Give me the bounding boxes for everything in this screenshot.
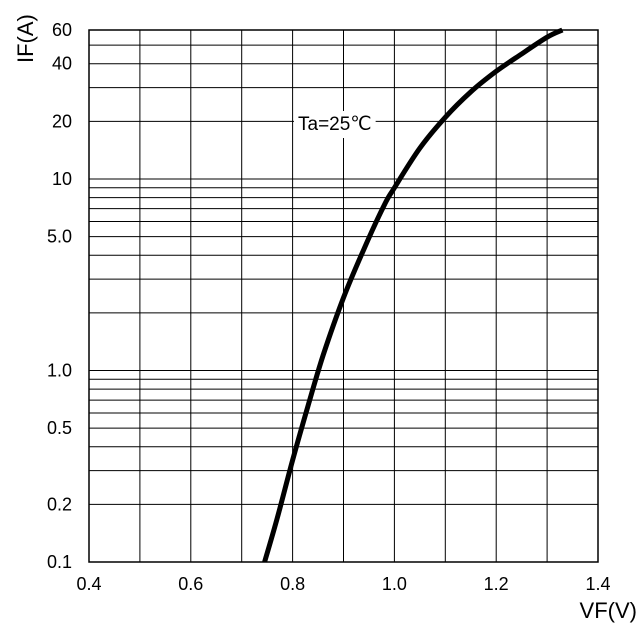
x-axis-label: VF(V) xyxy=(580,598,637,623)
x-tick-label: 1.4 xyxy=(585,574,610,594)
x-tick-label: 0.8 xyxy=(280,574,305,594)
plot-frame xyxy=(88,29,599,563)
x-tick-label: 0.6 xyxy=(178,574,203,594)
annotation-background xyxy=(294,111,376,138)
y-tick-label: 0.2 xyxy=(47,494,72,514)
x-tick-labels: 0.4 0.6 0.8 1.0 1.2 1.4 xyxy=(76,574,610,594)
series-layer xyxy=(262,27,564,563)
y-tick-label: 0.1 xyxy=(47,552,72,572)
y-tick-labels: 0.1 0.2 0.5 1.0 5.0 10 20 40 60 xyxy=(47,20,72,572)
temperature-annotation: Ta=25℃ xyxy=(298,114,372,135)
y-tick-label: 0.5 xyxy=(47,418,72,438)
y-tick-label: 20 xyxy=(52,111,72,131)
y-tick-label: 5.0 xyxy=(47,227,72,247)
y-tick-label: 10 xyxy=(52,169,72,189)
y-tick-label: 1.0 xyxy=(47,361,72,381)
plot-border xyxy=(88,29,599,563)
y-tick-label: 40 xyxy=(52,54,72,74)
grid xyxy=(89,29,598,563)
y-axis-label: IF(A) xyxy=(13,14,38,63)
y-tick-label: 60 xyxy=(52,20,72,40)
x-tick-label: 1.0 xyxy=(382,574,407,594)
forward-current-curve xyxy=(262,27,564,563)
x-tick-label: 0.4 xyxy=(76,574,101,594)
x-tick-label: 1.2 xyxy=(484,574,509,594)
